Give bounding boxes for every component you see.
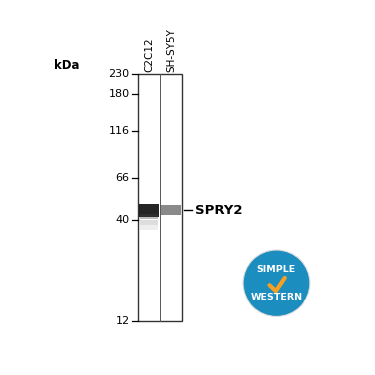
Text: SPRY2: SPRY2 [195,204,242,217]
Circle shape [243,250,310,316]
Bar [139,204,159,217]
Text: 12: 12 [116,316,130,326]
Bar [141,225,158,230]
Text: SIMPLE: SIMPLE [257,266,296,274]
Text: ™: ™ [302,301,307,306]
Text: SH-SY5Y: SH-SY5Y [166,28,176,72]
Text: WESTERN: WESTERN [251,293,303,302]
Text: 40: 40 [116,215,130,225]
Text: kDa: kDa [54,59,80,72]
Text: 66: 66 [116,173,130,183]
Text: 180: 180 [109,89,130,99]
Bar [161,205,181,215]
Bar [138,74,182,321]
Text: C2C12: C2C12 [144,38,154,72]
Text: 230: 230 [109,69,130,79]
Text: 116: 116 [109,126,130,136]
Bar [141,220,158,225]
Bar [141,214,158,219]
